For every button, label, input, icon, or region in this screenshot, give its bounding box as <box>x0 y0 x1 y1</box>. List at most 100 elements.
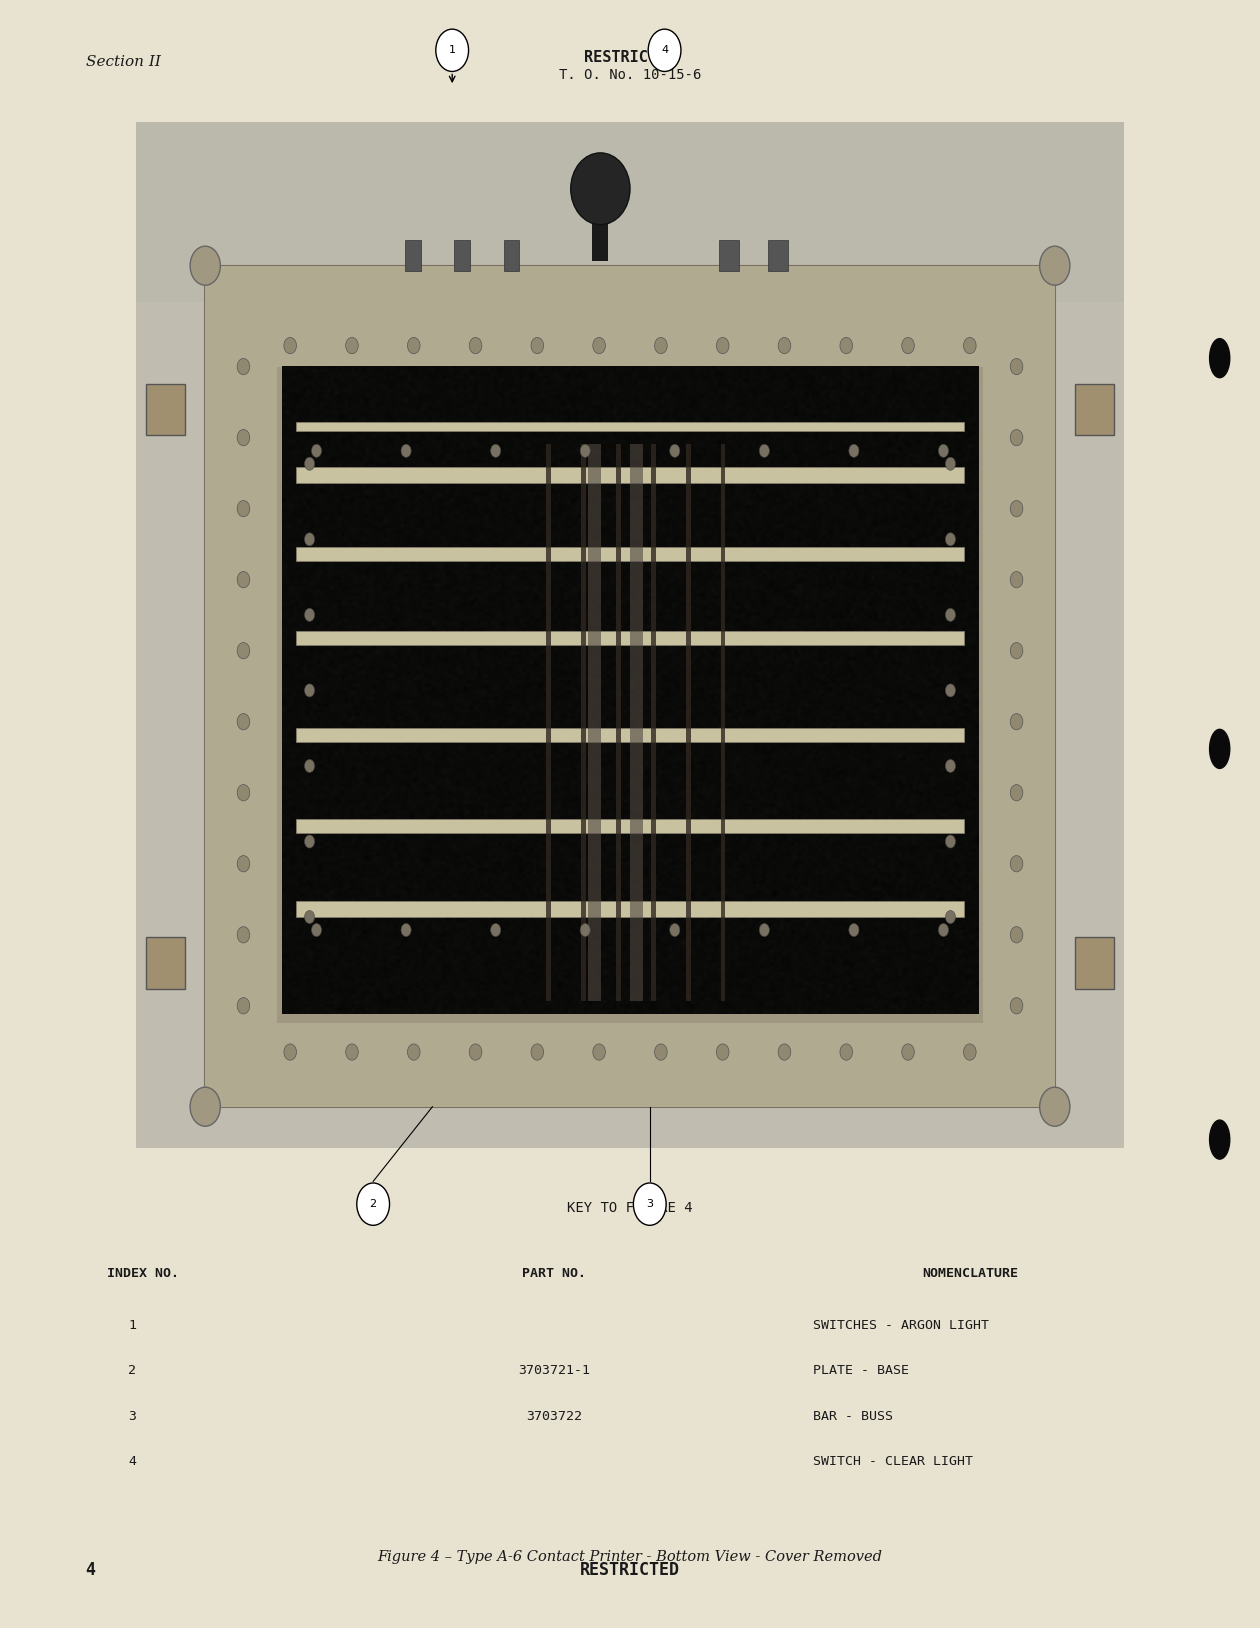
Ellipse shape <box>571 153 630 225</box>
Circle shape <box>305 457 315 470</box>
Circle shape <box>237 430 249 446</box>
Circle shape <box>237 500 249 516</box>
Circle shape <box>580 923 590 936</box>
Circle shape <box>592 1044 605 1060</box>
Bar <box>685 444 690 1001</box>
Circle shape <box>717 337 730 353</box>
Circle shape <box>237 571 249 588</box>
Text: Figure 4 – Type A-6 Contact Printer - Bottom View - Cover Removed: Figure 4 – Type A-6 Contact Printer - Bo… <box>378 1550 882 1565</box>
Circle shape <box>190 246 220 285</box>
Circle shape <box>580 444 590 457</box>
Bar <box>296 630 964 645</box>
Circle shape <box>490 444 500 457</box>
Text: 2: 2 <box>369 1200 377 1210</box>
Circle shape <box>530 337 543 353</box>
Circle shape <box>305 532 315 545</box>
Circle shape <box>945 609 955 622</box>
Bar <box>146 938 185 988</box>
Circle shape <box>407 1044 420 1060</box>
Text: 4: 4 <box>86 1561 96 1579</box>
Circle shape <box>670 923 680 936</box>
Text: PART NO.: PART NO. <box>523 1267 586 1280</box>
Bar <box>136 122 1124 1148</box>
Circle shape <box>945 835 955 848</box>
Bar <box>616 444 621 1001</box>
Text: SWITCH - CLEAR LIGHT: SWITCH - CLEAR LIGHT <box>813 1455 973 1468</box>
Circle shape <box>407 337 420 353</box>
Circle shape <box>655 337 668 353</box>
Bar <box>1075 384 1114 435</box>
Circle shape <box>939 923 949 936</box>
Circle shape <box>849 444 859 457</box>
Circle shape <box>530 1044 543 1060</box>
Bar <box>296 547 964 562</box>
Bar <box>404 239 421 270</box>
Text: SWITCHES - ARGON LIGHT: SWITCHES - ARGON LIGHT <box>813 1319 989 1332</box>
Circle shape <box>760 923 770 936</box>
Bar <box>205 1022 1055 1107</box>
Text: 3: 3 <box>129 1410 136 1423</box>
Bar <box>296 819 964 834</box>
Circle shape <box>779 337 791 353</box>
Text: 3703721-1: 3703721-1 <box>518 1364 591 1377</box>
Circle shape <box>964 337 976 353</box>
Circle shape <box>1011 643 1023 659</box>
Text: 3703722: 3703722 <box>527 1410 582 1423</box>
Bar <box>630 444 643 1001</box>
Circle shape <box>237 358 249 374</box>
Ellipse shape <box>1210 339 1230 378</box>
Text: 4: 4 <box>662 46 668 55</box>
Bar <box>296 900 964 917</box>
Circle shape <box>840 1044 853 1060</box>
Text: NOMENCLATURE: NOMENCLATURE <box>922 1267 1018 1280</box>
Circle shape <box>1011 926 1023 943</box>
Circle shape <box>1011 430 1023 446</box>
Text: KEY TO FIGURE 4: KEY TO FIGURE 4 <box>567 1201 693 1216</box>
Circle shape <box>670 444 680 457</box>
Circle shape <box>902 337 915 353</box>
Bar <box>547 444 552 1001</box>
Circle shape <box>939 444 949 457</box>
Circle shape <box>1011 856 1023 873</box>
Bar <box>146 384 185 435</box>
Text: INDEX NO.: INDEX NO. <box>107 1267 179 1280</box>
Text: RESTRICTED: RESTRICTED <box>585 50 675 65</box>
Text: 4: 4 <box>129 1455 136 1468</box>
Circle shape <box>945 910 955 923</box>
Bar <box>581 444 586 1001</box>
Text: Section II: Section II <box>86 55 160 70</box>
Circle shape <box>655 1044 668 1060</box>
Bar <box>719 239 738 270</box>
Circle shape <box>945 684 955 697</box>
Circle shape <box>237 643 249 659</box>
Bar <box>205 265 277 1107</box>
Circle shape <box>1011 785 1023 801</box>
Circle shape <box>840 337 853 353</box>
Circle shape <box>237 926 249 943</box>
Circle shape <box>1011 571 1023 588</box>
Circle shape <box>237 713 249 729</box>
Circle shape <box>305 684 315 697</box>
Circle shape <box>305 910 315 923</box>
Bar <box>983 265 1055 1107</box>
Circle shape <box>1011 500 1023 516</box>
Circle shape <box>945 532 955 545</box>
Circle shape <box>401 923 411 936</box>
Circle shape <box>357 1184 389 1226</box>
Text: 2: 2 <box>129 1364 136 1377</box>
Text: 1: 1 <box>129 1319 136 1332</box>
Circle shape <box>305 835 315 848</box>
Circle shape <box>902 1044 915 1060</box>
Circle shape <box>760 444 770 457</box>
Ellipse shape <box>1210 1120 1230 1159</box>
Bar <box>296 728 964 742</box>
Ellipse shape <box>1210 729 1230 768</box>
Circle shape <box>345 1044 358 1060</box>
Text: T. O. No. 10-15-6: T. O. No. 10-15-6 <box>559 68 701 83</box>
Circle shape <box>190 1088 220 1127</box>
Circle shape <box>1040 1088 1070 1127</box>
Circle shape <box>305 759 315 772</box>
Circle shape <box>469 1044 481 1060</box>
Circle shape <box>237 785 249 801</box>
Circle shape <box>237 856 249 873</box>
